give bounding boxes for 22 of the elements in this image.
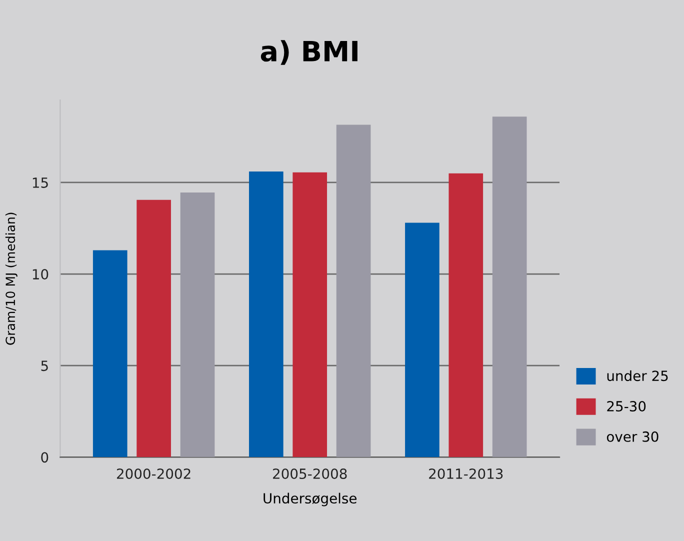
bar [292,172,328,458]
bar [180,192,215,458]
bar [248,171,284,458]
y-axis-title: Gram/10 MJ (median) [5,212,18,345]
y-tick-label: 0 [41,452,48,463]
y-tick-label: 15 [32,178,48,188]
bar [336,124,371,458]
y-tick-label: 5 [41,360,48,372]
bar [405,222,440,458]
x-tick-label: 2005-2008 [273,468,347,480]
bar [136,200,171,458]
y-tick-label: 10 [32,269,48,280]
bar [492,116,527,458]
legend-label: under 25 [607,370,668,382]
bar [92,250,128,458]
x-axis-title: Undersøgelse [264,492,356,506]
x-tick-label: 2011-2013 [429,468,503,480]
legend-label: over 30 [606,431,658,442]
bar [448,173,484,458]
chart-title: a) BMI [260,40,358,65]
legend-label: 25-30 [607,401,646,412]
x-tick-label: 2000-2002 [116,468,190,480]
